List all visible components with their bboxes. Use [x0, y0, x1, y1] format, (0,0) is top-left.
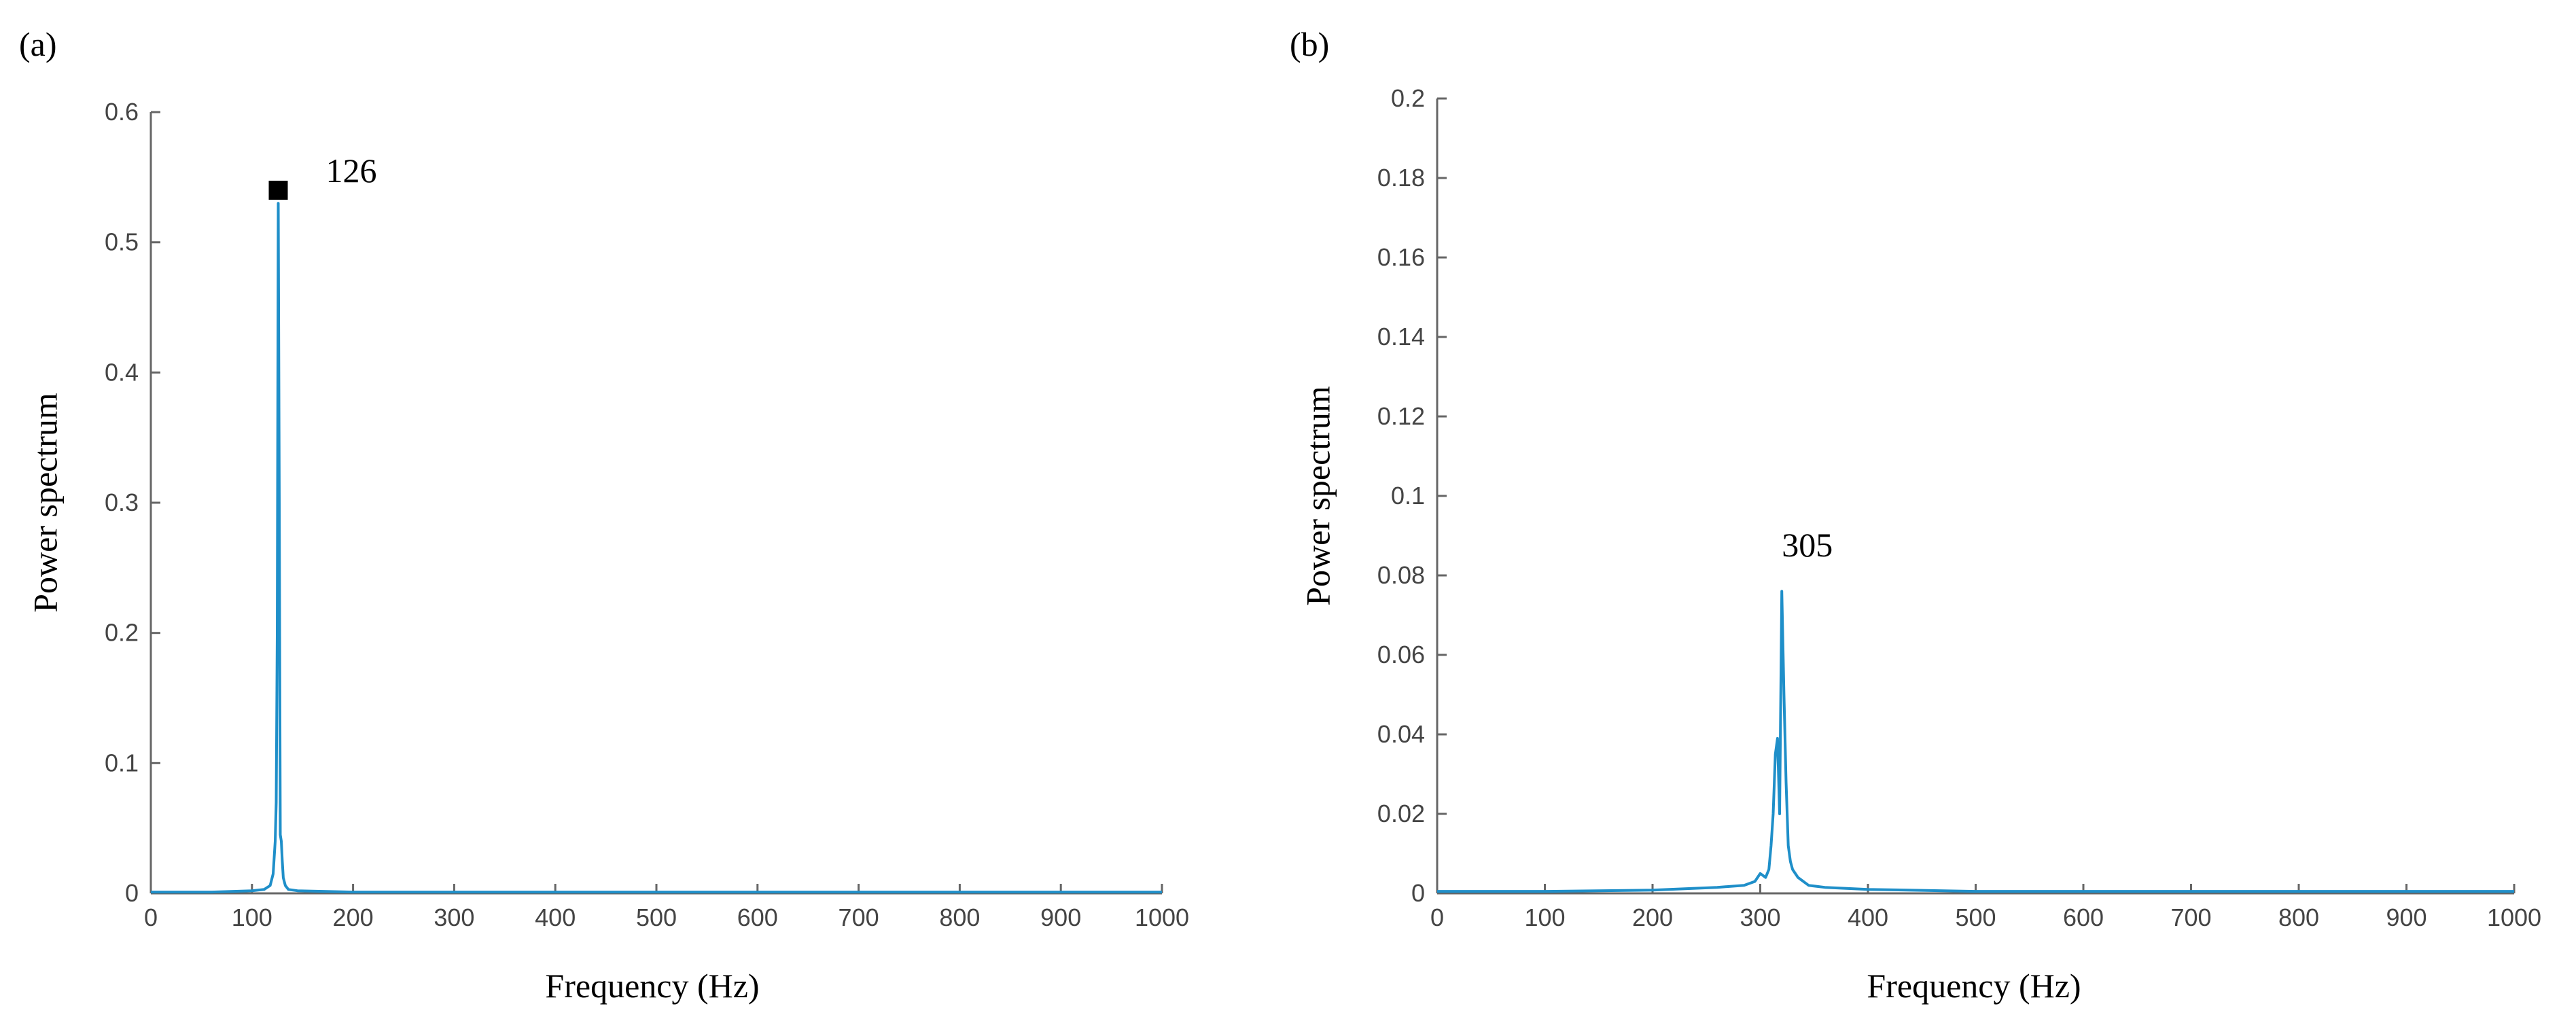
x-tick-label-a: 0: [144, 904, 158, 931]
x-tick-label-b: 600: [2063, 904, 2104, 931]
spectrum-series-a: [151, 202, 1162, 894]
x-tick-label-b: 900: [2386, 904, 2427, 931]
peak-label-a: 126: [326, 151, 377, 190]
tick-group-a: 0 100 200 300 400 500 600 700 800 900 1000 0 0.1 0.2 0…: [105, 98, 1189, 931]
x-tick-label-a: 600: [737, 904, 778, 931]
x-tick-label-a: 300: [434, 904, 474, 931]
y-tick-label-b: 0.12: [1377, 402, 1425, 430]
x-tick-label-a: 500: [636, 904, 677, 931]
y-tick-label-b: 0.18: [1377, 164, 1425, 192]
x-tick-label-a: 1000: [1135, 904, 1189, 931]
y-tick-label-b: 0.06: [1377, 641, 1425, 668]
x-tick-label-b: 1000: [2487, 904, 2541, 931]
spectrum-series-b: [1437, 590, 2514, 893]
peak-label-b: 305: [1782, 526, 1833, 564]
y-tick-label-b: 0: [1411, 879, 1425, 907]
x-tick-label-b: 100: [1524, 904, 1565, 931]
y-tick-label-b: 0.02: [1377, 800, 1425, 827]
panel-label-a: (a): [19, 25, 57, 63]
y-tick-label-a: 0.4: [105, 358, 139, 386]
y-tick-label-a: 0.6: [105, 98, 139, 126]
y-tick-label-b: 0.16: [1377, 243, 1425, 271]
x-tick-label-a: 400: [535, 904, 576, 931]
y-tick-label-a: 0.1: [105, 749, 139, 776]
y-tick-label-b: 0.14: [1377, 323, 1425, 351]
x-tick-label-a: 100: [232, 904, 272, 931]
y-tick-label-b: 0.08: [1377, 561, 1425, 589]
chart-panel-a: (a) Power spectrum Frequency (Hz) 0 100 20…: [19, 25, 1189, 1005]
y-axis-title-a: Power spectrum: [26, 393, 64, 613]
x-axis-title-a: Frequency (Hz): [545, 967, 759, 1005]
y-tick-label-a: 0.2: [105, 619, 139, 647]
y-tick-label-a: 0: [125, 879, 139, 907]
x-tick-label-b: 800: [2278, 904, 2319, 931]
peak-marker-a: [268, 181, 288, 200]
x-tick-label-b: 200: [1632, 904, 1673, 931]
chart-panel-b: (b) Power spectrum Frequency (Hz) 0 100 20…: [1290, 25, 2541, 1005]
x-axis-title-b: Frequency (Hz): [1867, 967, 2081, 1005]
y-tick-label-b: 0.1: [1391, 482, 1425, 510]
x-tick-label-b: 0: [1430, 904, 1444, 931]
y-tick-label-b: 0.04: [1377, 720, 1425, 748]
x-tick-label-a: 900: [1040, 904, 1081, 931]
x-tick-label-a: 200: [333, 904, 374, 931]
x-tick-label-b: 300: [1740, 904, 1780, 931]
x-tick-label-b: 500: [1955, 904, 1996, 931]
x-tick-label-b: 700: [2170, 904, 2211, 931]
x-tick-label-b: 400: [1848, 904, 1888, 931]
y-tick-label-a: 0.3: [105, 488, 139, 516]
x-tick-label-a: 800: [939, 904, 980, 931]
y-tick-label-a: 0.5: [105, 228, 139, 256]
panel-label-b: (b): [1290, 25, 1329, 63]
tick-group-b: 0 100 200 300 400 500 600 700 800 900 1000 0 0.02 0.0…: [1377, 84, 2541, 931]
x-tick-label-a: 700: [839, 904, 879, 931]
y-tick-label-b: 0.2: [1391, 84, 1425, 112]
y-axis-title-b: Power spectrum: [1299, 386, 1337, 606]
